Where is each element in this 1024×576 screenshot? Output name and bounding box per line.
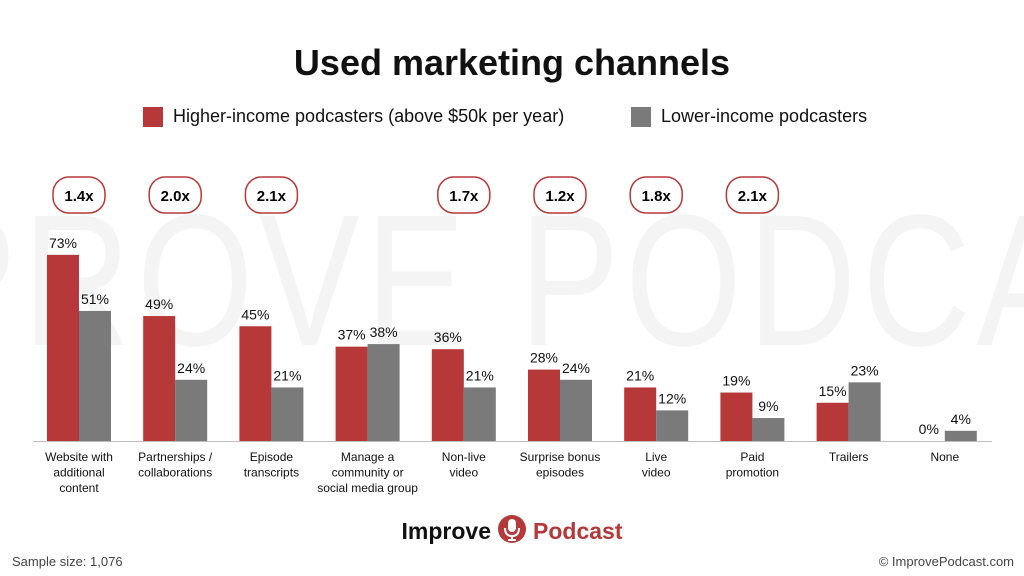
ratio-badge-outline xyxy=(244,176,299,214)
category-label: Non-live video xyxy=(442,450,486,480)
logo-word-podcast: Podcast xyxy=(533,517,623,544)
bar-lower xyxy=(752,418,785,441)
bar-higher xyxy=(335,346,368,441)
ratio-badge-label: 2.0x xyxy=(161,188,191,205)
ratio-badge-outline xyxy=(437,176,491,214)
bar-lower xyxy=(175,379,208,441)
data-label-higher: 73% xyxy=(49,235,77,251)
bar-lower xyxy=(463,387,496,441)
data-label-higher: 15% xyxy=(819,383,847,399)
data-label-higher: 0% xyxy=(919,421,939,437)
bar-lower xyxy=(560,379,592,441)
data-label-higher: 19% xyxy=(722,373,750,389)
bar-lower xyxy=(79,310,111,441)
data-label-lower: 21% xyxy=(273,367,301,383)
data-label-higher: 49% xyxy=(145,296,173,312)
legend-swatch-higher xyxy=(143,106,163,127)
data-label-lower: 9% xyxy=(758,398,778,414)
category-label: Partnerships / collaborations xyxy=(138,450,213,480)
bar-higher xyxy=(143,316,176,441)
ratio-badge-label: 1.7x xyxy=(449,188,479,205)
category-label: Surprise bonus episodes xyxy=(520,450,601,480)
legend-item-higher: Higher-income podcasters (above $50k per… xyxy=(143,106,564,127)
data-label-lower: 23% xyxy=(851,362,879,378)
data-label-lower: 51% xyxy=(81,291,109,307)
category-label: Manage a community or social media group xyxy=(317,450,418,495)
copyright-note: © ImprovePodcast.com xyxy=(878,554,1014,569)
category-label: Trailers xyxy=(829,450,869,464)
legend-label-lower: Lower-income podcasters xyxy=(661,106,868,126)
ratio-badge-label: 1.2x xyxy=(545,188,575,205)
bar-higher xyxy=(720,392,753,441)
bar-lower xyxy=(848,382,881,441)
category-label: Live video xyxy=(642,450,671,480)
bar-lower xyxy=(944,430,977,441)
bar-lower xyxy=(367,344,400,441)
bar-higher xyxy=(528,369,560,441)
category-label: Website with additional content xyxy=(45,450,113,495)
bar-lower xyxy=(271,387,304,441)
ratio-badge-label: 1.4x xyxy=(64,188,94,205)
improve-podcast-logo: Improve Podcast xyxy=(0,514,1024,548)
data-label-lower: 24% xyxy=(177,360,205,376)
chart-title: Used marketing channels xyxy=(293,42,731,83)
data-label-lower: 12% xyxy=(658,390,686,406)
bar-higher xyxy=(431,349,464,441)
legend-label-higher: Higher-income podcasters (above $50k per… xyxy=(173,106,565,126)
bar-higher xyxy=(624,387,657,441)
logo-word-improve: Improve xyxy=(401,517,491,544)
data-label-lower: 38% xyxy=(370,324,398,340)
bar-higher xyxy=(816,402,849,441)
legend-item-lower: Lower-income podcasters xyxy=(631,106,867,127)
bar-higher xyxy=(239,326,272,441)
ratio-badge-outline xyxy=(52,176,106,214)
data-label-higher: 28% xyxy=(530,350,558,366)
data-label-higher: 45% xyxy=(241,306,269,322)
data-label-lower: 4% xyxy=(951,411,971,427)
ratio-badge-outline xyxy=(148,176,202,214)
category-label: None xyxy=(930,450,959,464)
bar-higher xyxy=(47,254,79,441)
ratio-badge-outline xyxy=(725,176,780,214)
ratio-badge-outline xyxy=(533,176,587,214)
ratio-badge-label: 2.1x xyxy=(257,188,287,205)
legend: Higher-income podcasters (above $50k per… xyxy=(0,106,1024,130)
category-label: Paid promotion xyxy=(726,450,779,480)
category-label: Episode transcripts xyxy=(244,450,299,480)
ratio-badge-outline xyxy=(629,176,683,214)
sample-size-note: Sample size: 1,076 xyxy=(12,554,123,569)
data-label-lower: 21% xyxy=(466,367,494,383)
microphone-icon xyxy=(498,515,526,543)
data-label-higher: 21% xyxy=(626,367,654,383)
bar-lower xyxy=(656,410,689,441)
data-label-higher: 36% xyxy=(434,329,462,345)
legend-swatch-lower xyxy=(631,106,651,127)
ratio-badge-label: 2.1x xyxy=(738,188,768,205)
data-label-higher: 37% xyxy=(338,327,366,343)
ratio-badge-label: 1.8x xyxy=(642,188,672,205)
data-label-lower: 24% xyxy=(562,360,590,376)
